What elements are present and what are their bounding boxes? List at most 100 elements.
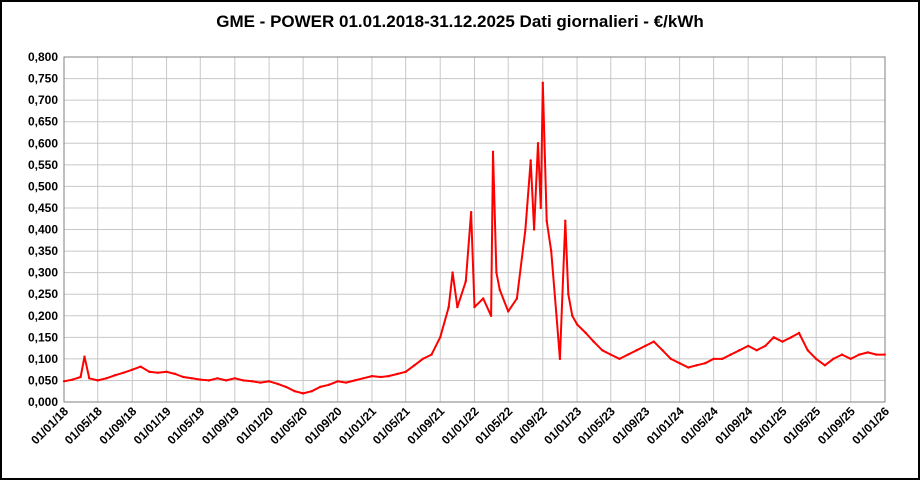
- data-point: [139, 365, 142, 368]
- y-axis-ticks: 0,000 0,050 0,100 0,150 0,200 0,250 0,300 0,350…: [28, 50, 58, 409]
- data-point: [669, 357, 673, 361]
- data-point: [536, 142, 540, 145]
- data-point: [456, 305, 459, 309]
- data-point: [592, 340, 595, 343]
- data-point: [181, 375, 185, 379]
- data-point: [703, 361, 707, 365]
- data-point: [849, 357, 852, 361]
- data-point: [571, 314, 574, 317]
- y-tick-label: 0,750: [28, 72, 58, 86]
- data-point: [413, 364, 416, 367]
- chart-title: GME - POWER 01.01.2018-31.12.2025 Dati g…: [216, 12, 704, 31]
- data-point: [644, 344, 647, 348]
- data-point: [712, 357, 715, 361]
- data-point: [814, 357, 818, 361]
- data-point: [387, 374, 390, 378]
- data-point: [678, 361, 681, 365]
- data-point: [883, 353, 886, 356]
- data-point: [555, 314, 558, 317]
- data-point: [233, 377, 237, 380]
- data-point: [652, 340, 655, 343]
- data-point: [746, 344, 750, 348]
- data-point: [379, 375, 382, 379]
- data-point: [584, 331, 587, 335]
- data-point: [738, 349, 741, 352]
- data-point: [174, 372, 177, 376]
- data-point: [550, 249, 553, 253]
- data-point: [806, 349, 809, 352]
- y-tick-label: 0,000: [28, 395, 58, 409]
- x-tick-label: 01/01/26: [849, 404, 892, 447]
- y-tick-label: 0,300: [28, 266, 58, 280]
- data-point: [267, 380, 271, 383]
- data-point: [451, 271, 454, 274]
- data-point: [567, 292, 570, 296]
- plot-border: [63, 56, 886, 403]
- data-point: [524, 228, 527, 231]
- data-point: [609, 353, 612, 356]
- data-point: [545, 219, 548, 223]
- data-point: [447, 305, 450, 309]
- data-point: [618, 357, 621, 361]
- data-point: [564, 219, 567, 223]
- data-point: [301, 392, 305, 395]
- y-tick-label: 0,350: [28, 244, 58, 258]
- data-point: [113, 374, 117, 377]
- data-point: [421, 357, 425, 361]
- data-point: [764, 344, 767, 348]
- data-point: [489, 314, 493, 317]
- data-point: [71, 378, 74, 381]
- data-point: [131, 368, 134, 371]
- data-point: [224, 379, 228, 382]
- data-point: [539, 206, 543, 210]
- data-point: [491, 150, 495, 154]
- y-tick-label: 0,150: [28, 330, 58, 344]
- data-point: [327, 383, 331, 386]
- data-point: [430, 353, 433, 356]
- data-point: [464, 280, 467, 283]
- data-point: [532, 228, 536, 231]
- y-tick-label: 0,400: [28, 223, 58, 237]
- data-point: [797, 331, 801, 335]
- data-point: [404, 370, 407, 374]
- data-point: [529, 159, 532, 162]
- grid-lines: [63, 56, 886, 403]
- data-point: [310, 390, 314, 393]
- data-point: [276, 382, 280, 386]
- y-tick-label: 0,200: [28, 309, 58, 323]
- data-point: [507, 310, 510, 313]
- data-point: [495, 271, 498, 274]
- data-point: [207, 379, 211, 382]
- y-tick-label: 0,100: [28, 352, 58, 366]
- data-point: [729, 353, 732, 356]
- data-point: [469, 211, 473, 214]
- data-point: [626, 353, 630, 356]
- data-point: [575, 323, 579, 326]
- data-point: [79, 375, 82, 379]
- data-point: [832, 357, 835, 361]
- data-point: [875, 353, 878, 356]
- data-point: [156, 371, 160, 374]
- data-point: [498, 288, 501, 292]
- data-point: [541, 81, 544, 85]
- data-point: [353, 379, 357, 382]
- data-point: [370, 374, 374, 378]
- x-axis-ticks: 01/01/1801/05/1801/09/1801/01/1901/05/19…: [28, 404, 892, 447]
- data-point: [755, 349, 758, 352]
- data-point: [721, 357, 724, 361]
- data-point: [840, 353, 844, 356]
- data-point: [216, 377, 219, 380]
- data-point: [362, 377, 365, 380]
- y-tick-label: 0,250: [28, 287, 58, 301]
- data-point: [344, 381, 348, 384]
- data-point: [242, 379, 245, 382]
- y-tick-label: 0,550: [28, 158, 58, 172]
- data-point: [165, 370, 168, 374]
- data-point: [482, 297, 485, 300]
- data-point: [259, 381, 262, 384]
- y-tick-label: 0,800: [28, 50, 58, 64]
- data-point: [772, 336, 775, 339]
- data-point: [293, 390, 296, 393]
